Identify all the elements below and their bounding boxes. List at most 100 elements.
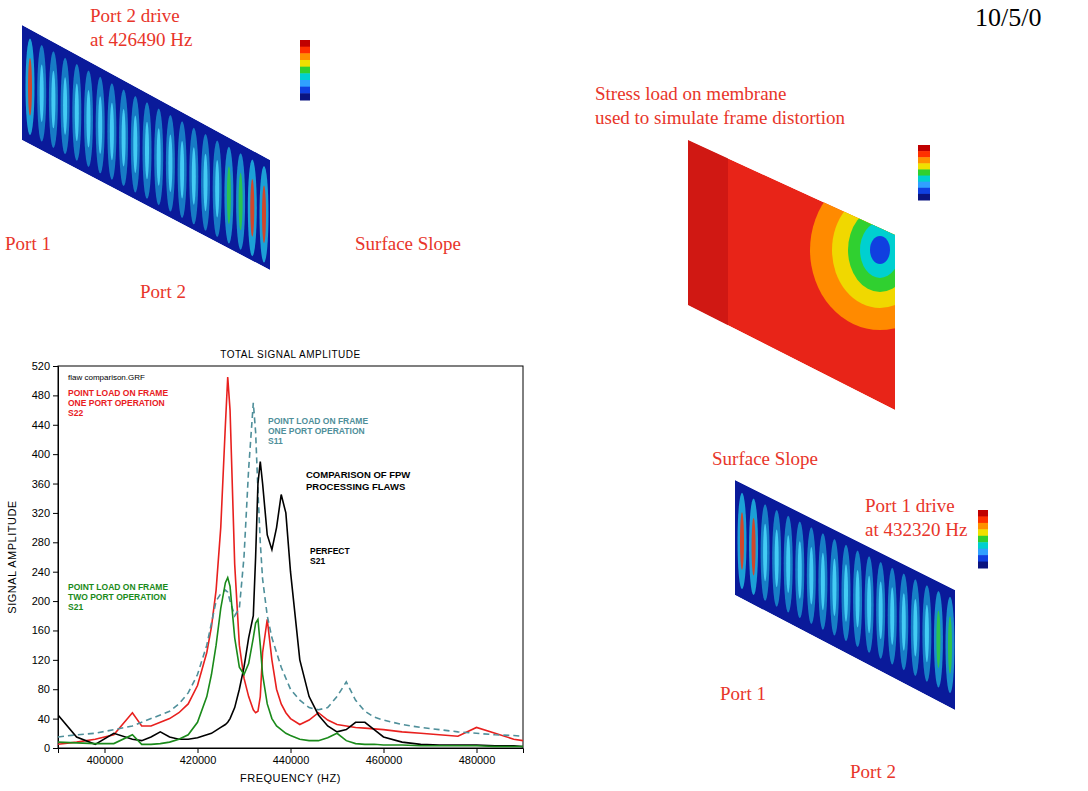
tick-label: 440000 xyxy=(273,754,310,766)
field-stripe xyxy=(213,140,222,237)
series-label-line: ONE PORT OPERATION xyxy=(268,426,365,436)
field-stripe xyxy=(784,516,793,613)
field-stripe xyxy=(260,166,269,263)
panel-caption-line: used to simulate frame distortion xyxy=(595,107,846,128)
tick-mark xyxy=(53,513,58,514)
field-stripe-core xyxy=(879,582,883,640)
color-bar xyxy=(300,40,310,47)
panel-caption: Port 2 driveat 426490 Hz xyxy=(90,5,192,50)
series-label-line: PERFECT xyxy=(310,546,350,556)
tick-mark xyxy=(477,748,478,753)
series-label-line: POINT LOAD ON FRAME xyxy=(68,582,168,592)
annotation-line: flaw comparison.GRF xyxy=(68,373,145,382)
field-stripe-core xyxy=(809,547,813,605)
field-stripe-core xyxy=(262,185,266,243)
tick: 0 xyxy=(44,742,58,754)
color-bar xyxy=(978,555,988,562)
series-label: POINT LOAD ON FRAMETWO PORT OPERATIONS21 xyxy=(68,582,168,612)
chart: 4000004200004400004600004800000408012016… xyxy=(6,349,524,784)
field-stripe-core xyxy=(168,135,172,193)
x-axis-line xyxy=(59,749,524,754)
field-stripe-core xyxy=(890,587,894,645)
field-stripe xyxy=(49,51,58,148)
field-stripe-core xyxy=(133,115,137,173)
slide: Port 2 driveat 426490 Hz Port 1 Surface Sl… xyxy=(0,0,1088,791)
color-bar xyxy=(918,176,930,183)
tick: 460000 xyxy=(366,748,403,766)
panel-label: Port 1 xyxy=(5,233,51,254)
field-stripe-core xyxy=(752,518,756,576)
field-stripe-core xyxy=(867,576,871,634)
field-stripe-core xyxy=(215,160,219,218)
field-stripe-core xyxy=(913,599,917,657)
field-stripe-core xyxy=(122,109,126,167)
field-stripe-core xyxy=(740,512,744,570)
field-background xyxy=(735,480,955,710)
tick: 320 xyxy=(32,507,58,519)
field-stripe xyxy=(107,83,116,180)
panel-caption: Port 1 driveat 432320 Hz xyxy=(865,495,967,540)
color-bar xyxy=(978,516,988,523)
tick-label: 320 xyxy=(32,507,50,519)
tick: 240 xyxy=(32,566,58,578)
tick-label: 400000 xyxy=(87,754,124,766)
series-label: PERFECTS21 xyxy=(310,546,350,566)
field-stripe-core xyxy=(775,530,779,588)
field-stripe xyxy=(131,96,140,193)
field-stripe xyxy=(807,527,816,624)
panel-label: Port 1 xyxy=(720,683,766,704)
field-stripe xyxy=(795,522,804,619)
tick-mark xyxy=(105,748,106,753)
field-stripe xyxy=(143,102,152,199)
tick-label: 440 xyxy=(32,419,50,431)
field-stripe xyxy=(772,510,781,607)
tick-mark xyxy=(53,719,58,720)
annotation-line: COMPARISON OF FPW xyxy=(306,469,410,480)
field-stripe xyxy=(865,556,874,653)
color-bar xyxy=(918,151,930,158)
field-stripe-core xyxy=(936,610,940,668)
tick: 400 xyxy=(32,448,58,460)
annotation: COMPARISON OF FPWPROCESSING FLAWS xyxy=(306,469,410,492)
field-stripe xyxy=(178,121,187,218)
x-axis: 400000420000440000460000480000 xyxy=(59,748,524,766)
tick: 160 xyxy=(32,624,58,636)
field-stripe-core xyxy=(157,128,161,186)
field-stripe xyxy=(189,128,198,225)
date: 10/5/0 xyxy=(975,3,1041,32)
tick-label: 40 xyxy=(38,713,50,725)
field-stripe xyxy=(236,153,245,250)
panel-label: Surface Slope xyxy=(355,233,461,254)
tick-mark xyxy=(291,748,292,753)
field-stripe xyxy=(842,545,851,642)
field-stripe xyxy=(934,591,943,688)
field-stripe xyxy=(876,562,885,659)
annotation-line: PROCESSING FLAWS xyxy=(306,481,405,492)
tick-mark xyxy=(53,689,58,690)
field-stripe-core xyxy=(40,64,44,122)
color-bar xyxy=(300,67,310,74)
field-background xyxy=(22,25,270,270)
field-stripe-core xyxy=(63,77,67,135)
tick: 480 xyxy=(32,389,58,401)
stress-blob xyxy=(870,236,890,264)
tick-label: 420000 xyxy=(180,754,217,766)
field-plot xyxy=(22,25,270,270)
chart-title: TOTAL SIGNAL AMPLITUDE xyxy=(220,349,360,360)
tick-mark xyxy=(53,425,58,426)
stress-blob xyxy=(860,222,900,278)
field-stripe xyxy=(818,533,827,630)
panel-caption: Stress load on membraneused to simulate … xyxy=(595,83,846,128)
field-stripe xyxy=(761,504,770,601)
field-stripe-core xyxy=(145,122,149,180)
color-bar xyxy=(978,523,988,530)
plot-frame xyxy=(58,366,523,748)
field-stripe xyxy=(72,64,81,161)
stress-blob xyxy=(832,192,928,308)
color-bar xyxy=(918,145,930,152)
color-bar xyxy=(978,549,988,556)
field-stripe xyxy=(201,134,210,231)
tick-label: 120 xyxy=(32,654,50,666)
field-stripe-core xyxy=(763,524,767,582)
tick: 80 xyxy=(38,683,58,695)
